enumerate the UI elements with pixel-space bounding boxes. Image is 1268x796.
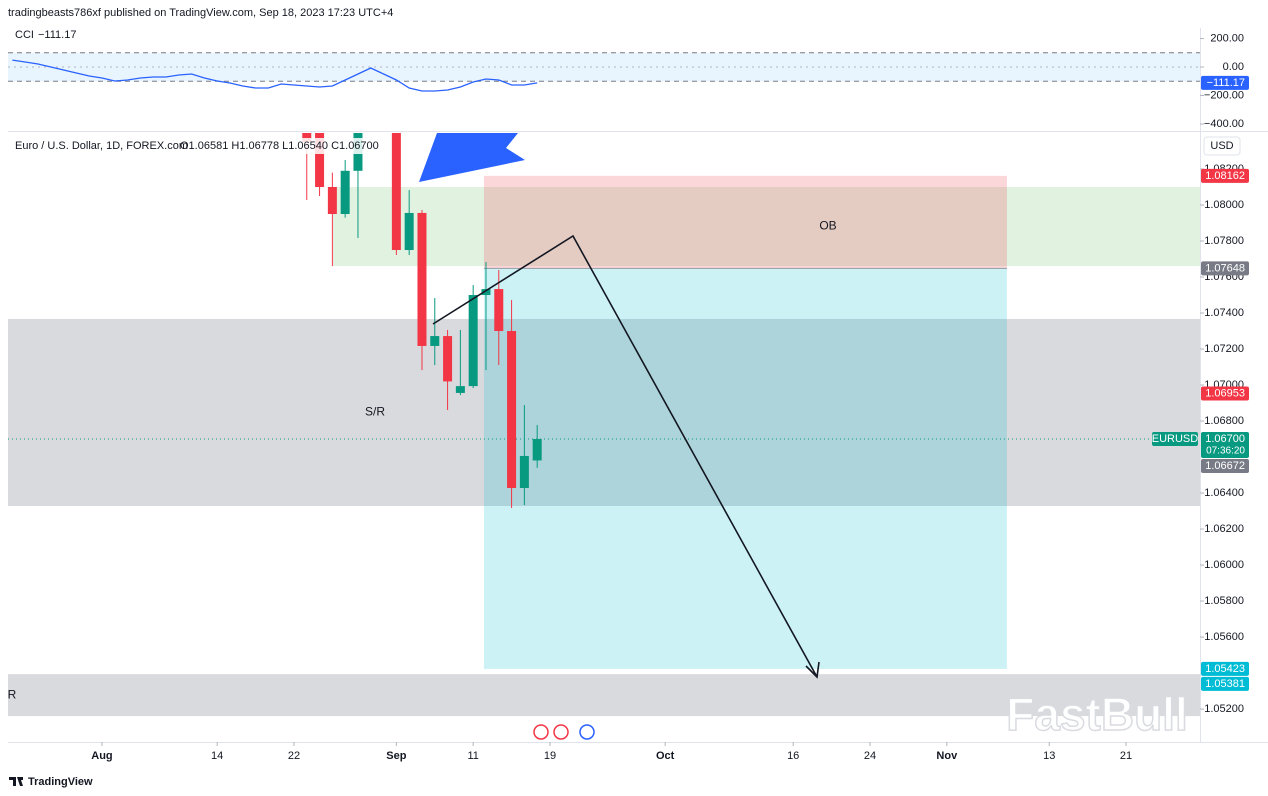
candle-body: [455, 386, 465, 393]
candle-body: [494, 289, 504, 332]
x-tick-label: 14: [211, 750, 223, 762]
x-tick-label: Aug: [91, 750, 112, 762]
projection-line: [432, 234, 818, 678]
x-tick-label: 21: [1120, 750, 1132, 762]
candle-body: [481, 289, 491, 296]
candle-body: [404, 212, 414, 251]
event-icon: [533, 724, 549, 740]
price-label-box: [1201, 676, 1249, 691]
axes: 200.00 0.00 −200.00 −400.00 CCI −111.17 −111.1…: [12, 29, 1249, 762]
event-icons: [533, 724, 595, 740]
zone-label: S/R: [365, 405, 385, 419]
footer-brand: TradingView: [28, 776, 93, 788]
zone: [8, 318, 1200, 506]
price-label: 1.05423: [1205, 663, 1245, 675]
countdown: 07:36:20: [1206, 446, 1245, 457]
candle-body: [468, 295, 478, 387]
x-tick-label: Sep: [386, 750, 406, 762]
cci-last-value: −111.17: [38, 29, 76, 41]
x-tick-label: 16: [787, 750, 799, 762]
cci-title: CCI: [15, 29, 34, 41]
x-tick-label: 11: [467, 750, 478, 762]
legend-bg: [12, 138, 382, 154]
x-tick-label: 13: [1043, 750, 1055, 762]
tradingview-logo: [9, 777, 23, 786]
y-tick-label: 1.06400: [1204, 487, 1244, 499]
cci-line: [12, 59, 538, 92]
candle-body: [430, 336, 440, 346]
x-tick-label: 22: [288, 750, 300, 762]
event-icon: [579, 724, 595, 740]
candle-body: [315, 133, 325, 188]
price-label: 1.05381: [1205, 678, 1245, 690]
y-tick-label: 0.00: [1223, 61, 1244, 73]
ohlc-values: O1.06581 H1.06778 L1.06540 C1.06700: [180, 140, 379, 152]
candle-body: [519, 455, 529, 488]
y-tick-label: 1.05200: [1204, 703, 1244, 715]
arrow-head: [805, 661, 820, 679]
y-tick-label: 1.06000: [1204, 559, 1244, 571]
candle-body: [327, 187, 337, 215]
zone: [333, 187, 1200, 267]
y-tick-label: −400.00: [1204, 118, 1244, 130]
logo-mark: [9, 777, 23, 786]
price-label: 1.06672: [1205, 460, 1245, 472]
y-tick-label: 200.00: [1210, 32, 1244, 44]
target-zone: [483, 268, 1007, 669]
y-tick-label: 1.07800: [1204, 235, 1244, 247]
stop-zone: [483, 175, 1007, 269]
zone-label: R: [8, 687, 17, 701]
watermark: FastBull: [1006, 688, 1187, 740]
price-label-box: [1201, 261, 1249, 276]
price-label: 1.06700: [1205, 433, 1245, 445]
candle-body: [507, 331, 517, 488]
candle-body: [340, 170, 350, 215]
candle-body: [302, 133, 312, 143]
zone: [8, 674, 1200, 717]
symbol-title: Euro / U.S. Dollar, 1D, FOREX.com: [15, 140, 188, 152]
y-tick-label: −200.00: [1204, 89, 1244, 101]
price-label: 1.06953: [1205, 387, 1245, 399]
x-tick-label: 24: [864, 750, 876, 762]
candle-body: [417, 212, 427, 346]
y-tick-label: 1.05600: [1204, 631, 1244, 643]
event-icon: [553, 724, 569, 740]
x-tick-label: Nov: [936, 750, 958, 762]
price-label-box: [1201, 386, 1249, 401]
zone-label: OB: [819, 219, 836, 233]
y-tick-label: 1.07200: [1204, 343, 1244, 355]
symbol-tag: [1152, 432, 1198, 447]
y-tick-label: 1.06800: [1204, 415, 1244, 427]
currency: USD: [1210, 140, 1233, 152]
y-tick-label: 1.08000: [1204, 199, 1244, 211]
price-label-box: [1201, 459, 1249, 474]
symbol-tag-label: EURUSD: [1152, 433, 1199, 445]
cci-pane: [8, 52, 1200, 92]
y-tick-label: 1.06200: [1204, 523, 1244, 535]
candle-body: [532, 439, 542, 461]
price-label: 1.07648: [1205, 262, 1245, 274]
y-tick-label: 1.05800: [1204, 595, 1244, 607]
currency-box: [1203, 136, 1241, 156]
cci-last-marker: [1201, 75, 1249, 90]
x-tick-label: Oct: [656, 750, 675, 762]
candle-body: [391, 133, 401, 251]
y-tick-label: 1.07400: [1204, 307, 1244, 319]
price-label-box: [1201, 661, 1249, 676]
arrow-shape: [419, 133, 525, 182]
price-pane: S/R R OB: [8, 133, 1200, 717]
candle-body: [443, 336, 453, 382]
price-label-box: [1201, 168, 1249, 183]
publish-header: tradingbeasts786xf published on TradingV…: [8, 7, 393, 19]
x-tick-label: 19: [544, 750, 556, 762]
price-label-box: [1201, 432, 1249, 459]
price-label: 1.08162: [1205, 170, 1245, 182]
drawings: [419, 133, 820, 679]
cci-last-label: −111.17: [1207, 77, 1245, 89]
